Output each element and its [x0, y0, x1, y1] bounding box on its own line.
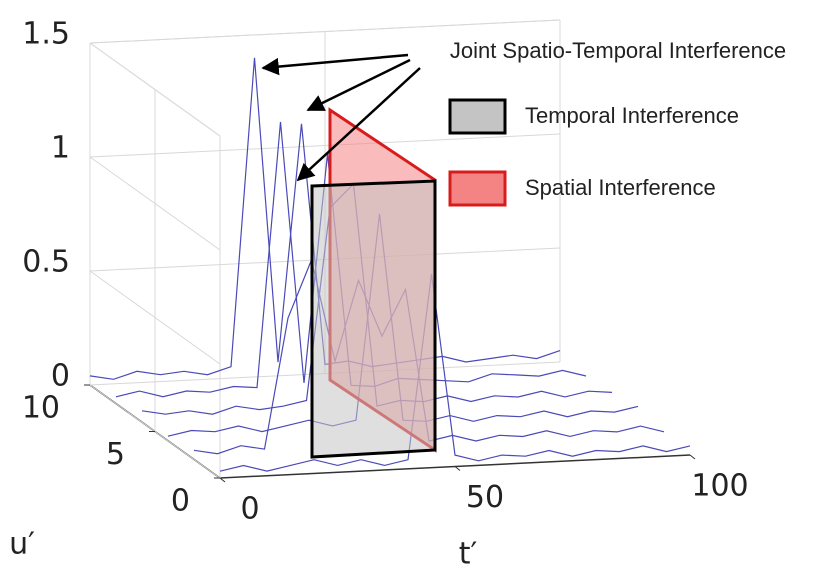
legend: Temporal Interference Spatial Interferenc…	[448, 98, 739, 207]
tick-mark	[454, 466, 461, 471]
legend-swatch	[448, 98, 507, 135]
x-axis-label: t′	[459, 537, 478, 572]
x-tick-label: 100	[691, 469, 748, 504]
annotation-arrows	[261, 53, 421, 182]
z-tick-label: 0	[51, 359, 70, 394]
y-tick-label: 5	[106, 437, 125, 472]
tick-mark	[219, 477, 226, 483]
mesh-row	[219, 273, 691, 472]
temporal-region	[310, 179, 437, 459]
z-tick-label: 1	[51, 131, 70, 166]
z-tick-label: 1.5	[22, 17, 70, 52]
legend-label: Spatial Interference	[525, 175, 716, 200]
arrow	[261, 53, 409, 76]
x-tick-label: 0	[240, 492, 259, 527]
arrow	[296, 67, 421, 182]
annotation: Joint Spatio-Temporal Interference	[450, 38, 786, 63]
legend-label: Temporal Interference	[525, 103, 739, 128]
y-axis-label: u′	[9, 527, 35, 562]
x-tick-label: 50	[466, 480, 504, 515]
legend-swatch	[448, 170, 507, 207]
y-tick-label: 10	[22, 391, 60, 426]
tick-mark	[689, 454, 696, 460]
y-tick-label: 0	[171, 484, 190, 519]
arrow	[306, 58, 411, 112]
z-tick-label: 0.5	[22, 245, 70, 280]
regions	[310, 107, 437, 459]
